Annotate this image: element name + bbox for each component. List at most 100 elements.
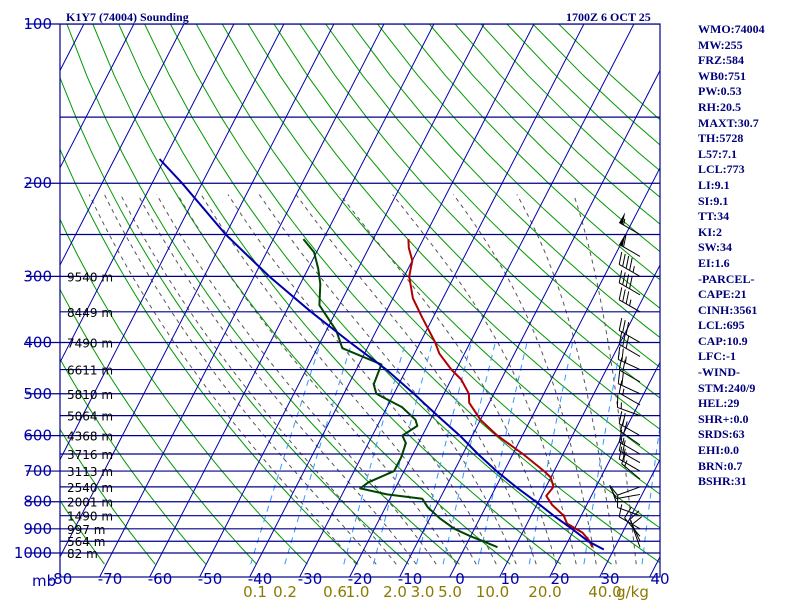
isotherm xyxy=(249,552,263,577)
isotherm xyxy=(561,361,660,554)
temp-tick-label: -50 xyxy=(198,570,223,588)
mixing-ratio-line xyxy=(373,342,433,565)
temp-tick-label: 20 xyxy=(550,570,569,588)
height-label: 6611 m xyxy=(67,364,113,378)
height-label: 9540 m xyxy=(67,270,113,284)
isotherm xyxy=(549,552,563,577)
temp-tick-label: -10 xyxy=(398,570,423,588)
mixing-ratio-label: 2.0 xyxy=(383,583,407,600)
wind-barb xyxy=(618,446,641,472)
isotherm xyxy=(361,24,635,554)
mixing-ratio-line xyxy=(343,342,406,565)
mixing-ratio-label: 10.0 xyxy=(476,583,509,600)
mixing-ratio-line xyxy=(477,342,528,565)
pressure-tick-label: 400 xyxy=(23,333,52,351)
height-label: 82 m xyxy=(67,547,98,561)
temp-tick-label: 40 xyxy=(650,570,669,588)
index-item: HEL:29 xyxy=(698,396,740,411)
isotherm xyxy=(111,24,385,554)
index-item: CAP:10.9 xyxy=(698,333,748,348)
moist-adiabat xyxy=(156,194,437,565)
dry-adiabat xyxy=(377,24,660,309)
pressure-tick-label: 500 xyxy=(23,385,52,403)
temp-tick-label: -70 xyxy=(98,570,123,588)
index-item: BRN:0.7 xyxy=(698,458,743,473)
mixing-ratio-line xyxy=(284,342,353,565)
wind-barb xyxy=(629,510,641,542)
mixing-ratio-label: 3.0 xyxy=(411,583,435,600)
temperature-trace xyxy=(407,239,594,548)
height-label: 3113 m xyxy=(67,465,113,479)
isotherm xyxy=(149,552,163,577)
isotherm xyxy=(611,458,660,554)
dry-adiabat xyxy=(0,24,54,564)
index-item: CAPE:21 xyxy=(698,287,747,302)
height-label: 5064 m xyxy=(67,410,113,424)
dry-adiabat xyxy=(299,24,660,399)
index-item: EI:1.6 xyxy=(698,255,730,270)
index-item: BSHR:31 xyxy=(698,474,747,489)
dry-adiabat xyxy=(403,24,660,281)
index-item: L57:7.1 xyxy=(698,146,737,161)
temp-tick-label: -60 xyxy=(148,570,173,588)
wind-barb xyxy=(618,429,641,455)
isotherm xyxy=(599,552,613,577)
sounding-indices: WMO:74004 MW:255 FRZ:584 WB0:751 PW:0.53 RH:2… xyxy=(698,22,798,490)
height-label: 4368 m xyxy=(67,430,113,444)
temp-tick-label: -80 xyxy=(48,570,73,588)
mixing-ratio-label: 20.0 xyxy=(528,583,561,600)
mixing-ratio-label: 1.0 xyxy=(346,583,370,600)
wind-barb xyxy=(618,287,641,313)
pressure-unit-label: mb xyxy=(32,572,56,590)
index-item: WMO:74004 xyxy=(698,22,765,36)
isotherm xyxy=(349,552,363,577)
wind-barbs xyxy=(609,212,643,548)
dry-adiabat xyxy=(66,24,460,565)
mixing-ratio-line xyxy=(641,423,660,565)
index-item: LCL:695 xyxy=(698,318,745,333)
index-item: LFC:-1 xyxy=(698,349,736,364)
index-item: SI:9.1 xyxy=(698,193,729,208)
index-item: MAXT:30.7 xyxy=(698,115,759,130)
dry-adiabat xyxy=(195,24,660,529)
wind-barb xyxy=(618,317,641,343)
dry-adiabat xyxy=(60,358,207,565)
pressure-tick-label: 900 xyxy=(23,520,52,538)
isotherm xyxy=(60,24,135,169)
height-label: 8449 m xyxy=(67,306,113,320)
moist-adiabat xyxy=(339,194,557,565)
isotherm xyxy=(399,552,413,577)
height-label: 7490 m xyxy=(67,336,113,350)
mixing-ratio-line xyxy=(416,342,472,565)
height-label: 5810 m xyxy=(67,388,113,402)
height-label: 2001 m xyxy=(67,496,113,510)
dry-adiabat xyxy=(273,24,660,430)
isotherm xyxy=(60,24,285,461)
height-label: 997 m xyxy=(67,523,105,537)
index-item: SW:34 xyxy=(698,240,733,255)
mixing-ratio-line xyxy=(442,342,496,565)
parcel-trace xyxy=(158,158,605,551)
moist-adiabat xyxy=(88,194,357,565)
wind-barb xyxy=(618,212,641,235)
mixing-ratio-label: 5.0 xyxy=(438,583,462,600)
wind-barb xyxy=(619,418,641,446)
temp-tick-label: 0 xyxy=(455,570,465,588)
isotherm xyxy=(511,263,660,554)
pressure-tick-label: 300 xyxy=(23,267,52,285)
chart-header: K1Y7 (74004) Sounding 1700Z 6 OCT 25 xyxy=(66,10,651,24)
index-item: SRDS:63 xyxy=(698,427,745,442)
wind-barb xyxy=(617,370,641,395)
wind-barb xyxy=(618,331,641,357)
index-item: LCL:773 xyxy=(698,162,745,177)
height-label: 1490 m xyxy=(67,510,113,524)
moist-adiabat xyxy=(137,194,417,565)
moist-adiabat xyxy=(103,194,377,565)
moist-adiabat xyxy=(452,194,597,565)
mixing-ratio-label: 0.6 xyxy=(323,583,347,600)
isotherm xyxy=(311,24,585,554)
pressure-tick-label: 200 xyxy=(23,174,52,192)
isotherm xyxy=(449,552,463,577)
index-item: -PARCEL- xyxy=(698,271,755,286)
